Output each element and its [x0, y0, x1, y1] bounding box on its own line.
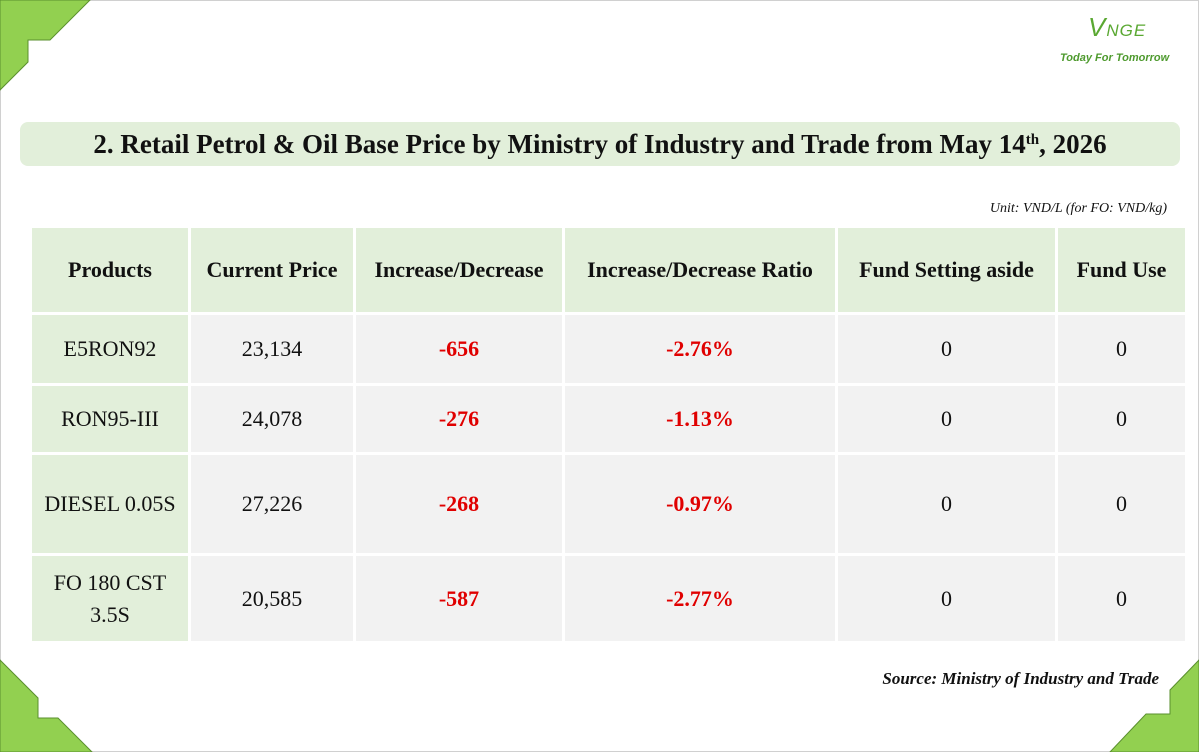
table-cell: -656: [356, 315, 562, 383]
table-cell: -2.77%: [565, 556, 835, 641]
logo: VNGE: [1088, 12, 1147, 42]
header-cell: Products: [32, 228, 188, 312]
table-cell: 0: [1058, 315, 1185, 383]
title-text: 2. Retail Petrol & Oil Base Price by Min…: [93, 128, 1026, 159]
table-row: DIESEL 0.05S 27,226 -268 -0.97% 0 0: [32, 455, 1185, 553]
table-cell: -2.76%: [565, 315, 835, 383]
table-cell: 0: [838, 386, 1055, 452]
title: 2. Retail Petrol & Oil Base Price by Min…: [20, 122, 1180, 166]
unit-note: Unit: VND/L (for FO: VND/kg): [989, 201, 1167, 216]
header-row: Products Current Price Increase/Decrease In…: [32, 228, 1185, 312]
corner-bottom-right: [1109, 659, 1199, 752]
table-cell: -276: [356, 386, 562, 452]
corner-top-left: [0, 0, 91, 91]
header-cell: Fund Setting aside: [838, 228, 1055, 312]
table-cell: -0.97%: [565, 455, 835, 553]
table-cell: E5RON92: [32, 315, 188, 383]
tagline: Today For Tomorrow: [1060, 52, 1170, 64]
table-cell: -587: [356, 556, 562, 641]
table-cell: 0: [838, 315, 1055, 383]
table-cell: 0: [838, 455, 1055, 553]
table-cell: 24,078: [191, 386, 353, 452]
table-cell: 27,226: [191, 455, 353, 553]
table-cell: 0: [1058, 556, 1185, 641]
table-cell: 23,134: [191, 315, 353, 383]
table-row: RON95-III 24,078 -276 -1.13% 0 0: [32, 386, 1185, 452]
table-row: FO 180 CST 3.5S 20,585 -587 -2.77% 0 0: [32, 556, 1185, 641]
table-cell: 0: [838, 556, 1055, 641]
table-cell: 0: [1058, 386, 1185, 452]
table-cell: DIESEL 0.05S: [32, 455, 188, 553]
corner-bottom-left: [0, 659, 93, 752]
table-cell: -268: [356, 455, 562, 553]
title-text: , 2026: [1039, 128, 1107, 159]
table-cell: -1.13%: [565, 386, 835, 452]
header-cell: Fund Use: [1058, 228, 1185, 312]
header-cell: Increase/Decrease: [356, 228, 562, 312]
table-cell: 0: [1058, 455, 1185, 553]
table-cell: FO 180 CST 3.5S: [32, 556, 188, 641]
table-cell: RON95-III: [32, 386, 188, 452]
header-cell: Current Price: [191, 228, 353, 312]
table-cell: 20,585: [191, 556, 353, 641]
source: Source: Ministry of Industry and Trade: [882, 669, 1159, 688]
header-cell: Increase/Decrease Ratio: [565, 228, 835, 312]
table-row: E5RON92 23,134 -656 -2.76% 0 0: [32, 315, 1185, 383]
title-sup: th: [1025, 131, 1040, 148]
price-table: Products Current Price Increase/Decrease In…: [29, 225, 1188, 644]
